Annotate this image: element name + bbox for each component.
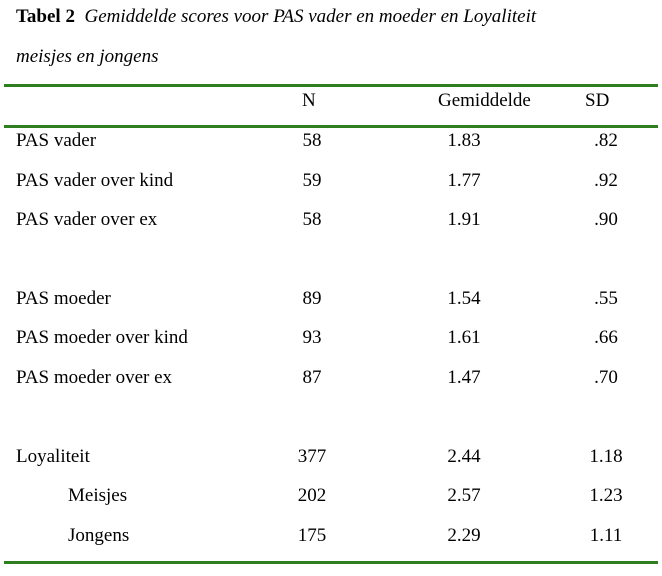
row-sd: .55 [594,288,618,309]
table-title-line-1: Gemiddelde scores voor PAS vader en moed… [84,6,537,27]
table-label: Tabel 2 [16,6,75,27]
row-n: 175 [297,525,327,546]
row-sd: 1.18 [589,446,623,467]
row-label: PAS moeder [16,288,111,309]
row-sd: .66 [594,327,618,348]
row-mean: 2.44 [447,446,481,467]
row-n: 59 [302,170,322,191]
row-sd: .82 [594,130,618,151]
row-sd: 1.11 [589,525,623,546]
row-label: Meisjes [68,485,128,506]
row-sd: 1.23 [589,485,623,506]
row-n: 202 [297,485,327,506]
row-mean: 1.47 [447,367,481,388]
row-n: 89 [302,288,322,309]
row-mean: 2.29 [447,525,481,546]
header-mean: Gemiddelde [438,90,531,111]
row-label: PAS vader over kind [16,170,174,191]
row-sd: .92 [594,170,618,191]
top-rule [4,84,658,87]
caption-line-1: Tabel 2 Gemiddelde scores voor PAS vader… [16,6,536,28]
row-n: 377 [297,446,327,467]
row-mean: 2.57 [447,485,481,506]
row-label: PAS moeder over kind [16,327,188,348]
row-n: 93 [302,327,322,348]
row-label: Jongens [68,525,130,546]
row-mean: 1.77 [447,170,481,191]
header-rule [4,125,658,128]
row-label: Loyaliteit [16,446,90,467]
row-mean: 1.83 [447,130,481,151]
table-title-line-2: meisjes en jongens [16,46,159,67]
row-n: 58 [302,209,322,230]
row-n: 58 [302,130,322,151]
row-mean: 1.61 [447,327,481,348]
row-sd: .70 [594,367,618,388]
row-mean: 1.54 [447,288,481,309]
row-label: PAS vader [16,130,97,151]
caption-line-2: meisjes en jongens [16,46,158,68]
row-label: PAS moeder over ex [16,367,173,388]
row-sd: .90 [594,209,618,230]
header-n: N [302,90,316,111]
row-n: 87 [302,367,322,388]
row-label: PAS vader over ex [16,209,158,230]
row-mean: 1.91 [447,209,481,230]
bottom-rule [4,561,658,564]
header-sd: SD [585,90,610,111]
